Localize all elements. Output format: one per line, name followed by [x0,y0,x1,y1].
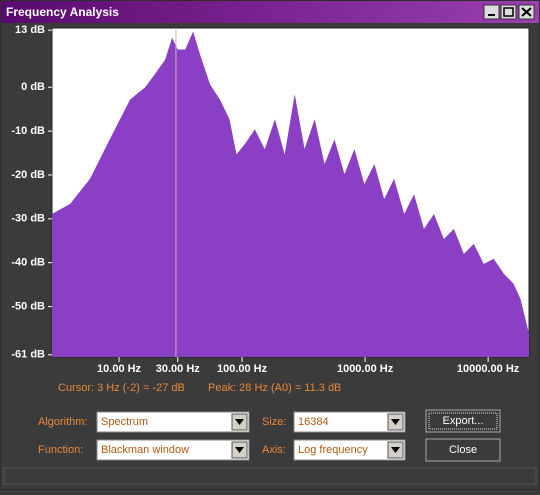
label: Function: [38,444,83,456]
algorithm-select[interactable] [96,411,250,433]
y-tick-label: -50 dB [11,300,45,312]
cursor-readout: Cursor: 3 Hz (-2) = -27 dB [58,382,185,394]
export-button[interactable] [425,409,501,433]
x-tick-label: 1000.00 Hz [337,363,394,375]
label: Axis: [262,444,286,456]
y-tick-label: -10 dB [11,125,45,137]
minimize[interactable] [483,4,500,20]
axis-select[interactable] [293,439,406,461]
x-tick-label: 30.00 Hz [156,363,201,375]
spectrum [52,31,529,357]
peak-readout: Peak: 28 Hz (A0) = 11.3 dB [208,382,341,394]
y-tick-label: -30 dB [11,213,45,225]
function-select[interactable] [96,439,250,461]
select-value: Log frequency [298,444,368,456]
y-tick-label: -20 dB [11,169,45,181]
select-value: Blackman window [101,444,189,456]
x-tick-label: 100.00 Hz [217,363,268,375]
x-tick-label: 10000.00 Hz [457,363,520,375]
y-tick-label: -40 dB [11,257,45,269]
size-select[interactable] [293,411,406,433]
y-tick-label: -61 dB [11,349,45,361]
label: Size: [262,416,286,428]
status-bar [3,467,537,485]
button-label: Close [449,444,477,456]
y-tick-label: 13 dB [15,24,45,36]
x-tick-label: 10.00 Hz [97,363,142,375]
label: Algorithm: [38,416,88,428]
window-buttons[interactable] [483,4,535,20]
select-value: Spectrum [101,416,148,428]
select-value: 16384 [298,416,329,428]
title-bar [1,1,539,23]
button-label: Export... [443,415,484,427]
window-title: Frequency Analysis [6,5,119,19]
y-tick-label: 0 dB [21,81,45,93]
close-button[interactable] [425,438,501,462]
